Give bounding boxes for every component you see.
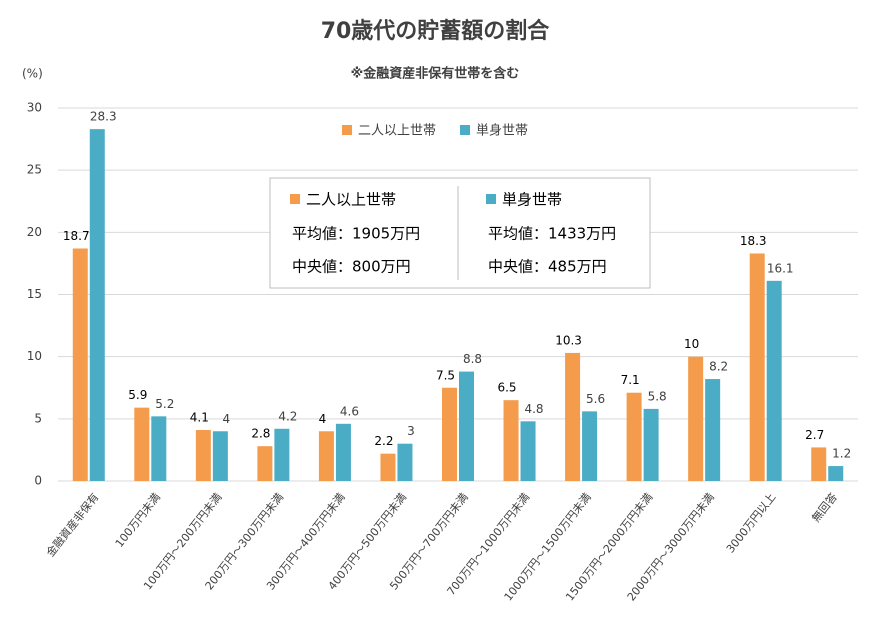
y-tick-label: 10 [27,349,42,363]
bar [397,443,413,481]
bar [811,447,827,481]
bar [134,407,150,481]
y-tick-label: 20 [27,225,42,239]
bar [459,371,474,481]
y-tick-label: 5 [34,411,42,425]
legend-swatch [342,125,352,135]
bar [582,411,598,481]
bar [828,466,844,481]
info-name: 二人以上世帯 [306,191,396,209]
data-label: 18.3 [740,234,767,248]
data-label: 4.6 [340,404,359,418]
bar [705,379,721,481]
chart-subtitle: ※金融資産非保有世帯を含む [351,66,520,82]
data-label: 16.1 [767,261,794,275]
data-label: 4.8 [524,402,543,416]
data-label: 7.5 [436,368,455,382]
data-label: 8.8 [463,352,482,366]
bar [151,416,167,481]
data-label: 4.1 [190,411,209,425]
info-mean: 平均値：1433万円 [488,225,616,243]
data-label: 7.1 [621,373,640,387]
info-swatch [290,194,300,204]
info-swatch [486,194,496,204]
bar [257,446,273,481]
bar [688,356,704,481]
bar [335,423,351,481]
data-label: 3 [407,424,415,438]
bar [766,280,782,481]
bar [89,129,105,482]
y-tick-label: 15 [27,287,42,301]
data-label: 4 [319,412,327,426]
x-tick-label: 3000万円以上 [724,491,779,556]
y-tick-label: 30 [27,101,42,115]
legend-label: 二人以上世帯 [358,124,436,139]
data-label: 5.9 [128,388,147,402]
data-label: 1.2 [832,447,851,461]
data-label: 4.2 [278,409,297,423]
data-label: 4 [223,412,231,426]
y-tick-label: 25 [27,163,42,177]
bar [380,453,396,481]
y-tick-label: 0 [34,474,42,488]
chart-title: 70歳代の貯蓄額の割合 [321,18,551,44]
data-label: 2.8 [251,427,270,441]
bar [643,408,659,481]
y-axis-label: (%) [22,67,43,81]
data-label: 28.3 [90,110,117,124]
data-label: 6.5 [497,381,516,395]
bar [318,431,334,481]
data-label: 2.2 [374,434,393,448]
bar [195,430,211,481]
data-label: 5.6 [586,392,605,406]
data-label: 10 [684,337,699,351]
bar [212,431,228,481]
x-tick-label: 無回答 [809,490,840,525]
x-tick-label: 金融資産非保有 [43,490,101,559]
bar [274,428,290,481]
data-label: 10.3 [555,333,582,347]
bar [442,387,457,481]
info-median: 中央値：485万円 [488,258,607,276]
info-median: 中央値：800万円 [292,258,411,276]
legend-label: 単身世帯 [476,123,528,139]
data-label: 2.7 [805,428,824,442]
data-label: 8.2 [709,360,728,374]
info-box [269,177,651,289]
data-label: 18.7 [63,229,90,243]
bar [565,352,581,481]
legend-swatch [460,125,470,135]
bar [72,248,88,481]
bar [749,253,765,481]
x-tick-label: 100万円未満 [113,491,163,550]
info-name: 単身世帯 [502,191,562,209]
data-label: 5.2 [155,397,174,411]
bar [520,421,536,481]
bar [503,400,519,481]
info-mean: 平均値：1905万円 [292,225,420,243]
data-label: 5.8 [648,389,667,403]
bar [626,392,642,481]
